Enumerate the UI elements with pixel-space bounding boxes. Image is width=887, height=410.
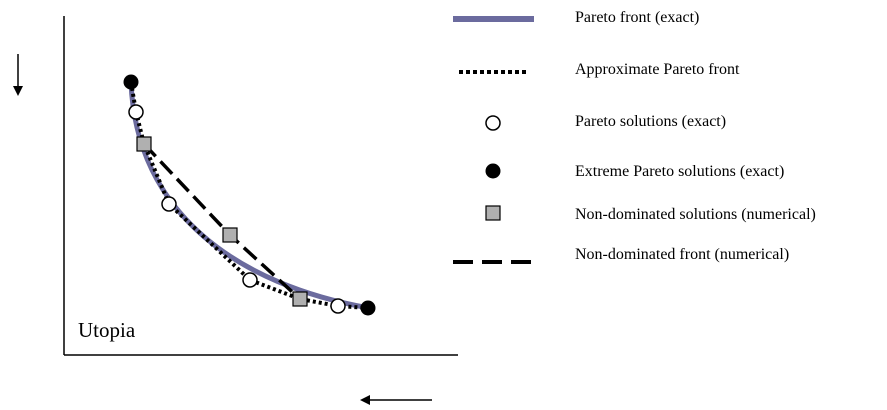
pareto-solution-point [242,272,258,288]
nondominated-solution-point [136,136,152,152]
pareto-solution-point [330,298,346,314]
legend-item-extreme-solutions: Extreme Pareto solutions (exact) [485,163,784,180]
nondominated-solution-point [292,291,308,307]
extreme-solution-point [360,300,376,316]
extreme-solution-point [123,74,139,90]
legend-label-pareto-solutions: Pareto solutions (exact) [575,113,726,130]
extreme-pareto-solutions [123,74,376,316]
legend-item-pareto-front: Pareto front (exact) [453,9,699,26]
legend-item-nondominated-front: Non-dominated front (numerical) [453,246,789,264]
nondominated-solutions [136,136,308,307]
legend-swatch-nondominated-solution [485,205,501,221]
pareto-solution-point [161,196,177,212]
legend-swatch-pareto-solution [485,115,501,131]
legend-label-nondominated-front: Non-dominated front (numerical) [575,246,789,263]
legend-item-pareto-solutions: Pareto solutions (exact) [485,113,726,131]
utopia-label: Utopia [78,318,136,342]
nondominated-front-line [142,142,302,301]
legend-swatch-extreme-solution [485,163,501,179]
legend-label-nondominated-solutions: Non-dominated solutions (numerical) [575,206,816,223]
pareto-solution-point [128,104,144,120]
legend-item-nondominated-solutions: Non-dominated solutions (numerical) [485,205,816,223]
legend-label-approximate-front: Approximate Pareto front [575,61,740,78]
axes [63,16,458,356]
legend-item-approximate-front: Approximate Pareto front [459,61,740,78]
legend-label-pareto-front: Pareto front (exact) [575,9,699,26]
legend-label-extreme-solutions: Extreme Pareto solutions (exact) [575,163,784,180]
legend: Pareto front (exact) Approximate Pareto … [453,9,816,264]
pareto-solutions [128,104,346,314]
nondominated-solution-point [222,227,238,243]
